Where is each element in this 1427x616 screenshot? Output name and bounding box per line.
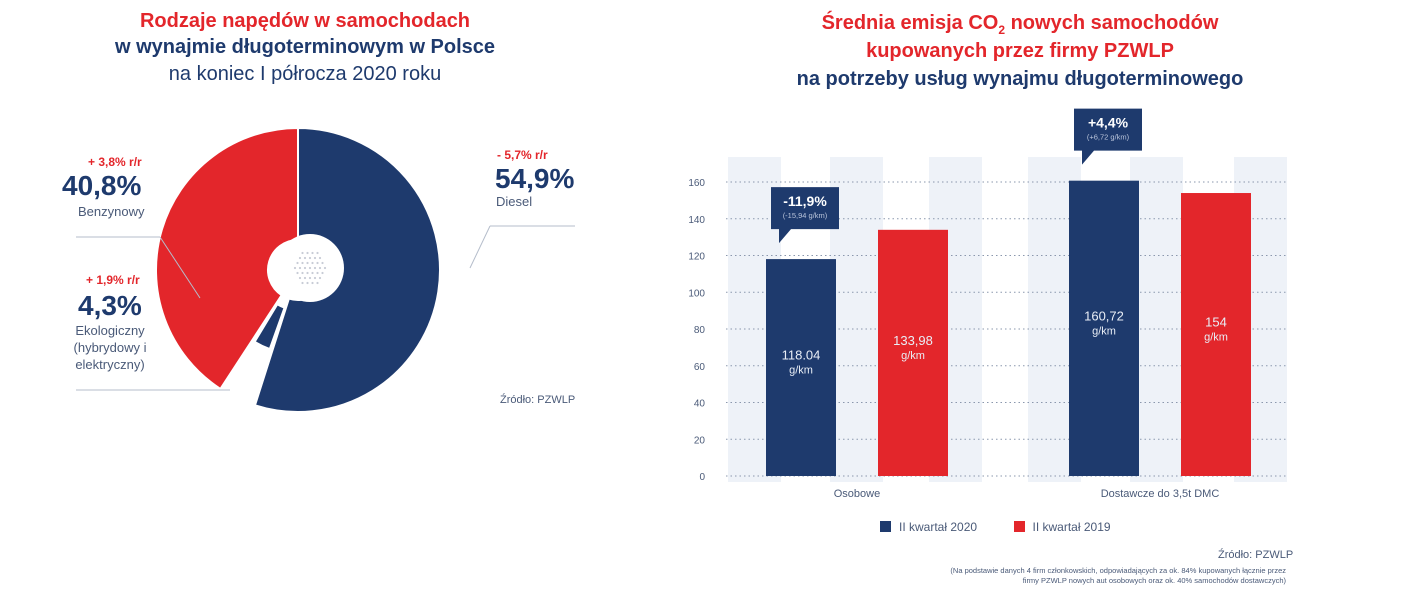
- bar-title-line2-b: PZWLP: [1103, 40, 1174, 62]
- eko-change: + 1,9% r/r: [86, 273, 140, 287]
- bar-title-line1-sub: 2: [998, 23, 1006, 37]
- y-tick-label: 0: [699, 472, 705, 483]
- bar-osobowe-ii-kwarta-2020: [766, 259, 836, 476]
- y-tick-label: 160: [688, 178, 705, 189]
- bar-value-label: 133,98: [893, 333, 933, 348]
- pie-title-line1: Rodzaje napędów w samochodach: [139, 10, 471, 32]
- bar-title-line3: na potrzeby usług wynajmu długoterminowe…: [796, 68, 1244, 90]
- y-tick-label: 80: [694, 325, 706, 336]
- change-callout-percent: -11,9%: [783, 193, 827, 209]
- bar-value-label: 154: [1205, 315, 1227, 330]
- bar-value-label: 118.04: [782, 348, 821, 363]
- leader-diesel: [469, 225, 491, 269]
- pie-chart: [76, 126, 575, 413]
- y-tick-label: 120: [688, 252, 705, 263]
- bar-title-line2-a: kupowanych przez firmy: [866, 40, 1104, 62]
- eko-label-line1: Ekologiczny: [75, 323, 145, 338]
- bar-value-label: 160,72: [1084, 308, 1124, 323]
- bar-dostawcze-do-3-5t-dmc-ii-kwarta-2020: [1069, 180, 1139, 476]
- bar-footnote-line2: firmy PZWLP nowych aut osobowych oraz ok…: [1022, 576, 1286, 585]
- change-callout: [1074, 108, 1142, 165]
- pie-center-pattern: [293, 251, 327, 285]
- change-callout: [771, 187, 839, 244]
- bar-title-line1-a: Średnia emisja CO: [821, 12, 999, 34]
- pie-slice-ekologiczny: [253, 302, 286, 351]
- y-tick-label: 100: [688, 288, 705, 299]
- pie-title-line3: na koniec I półrocza 2020 roku: [168, 63, 442, 85]
- leader-benzynowy-diag: [159, 236, 201, 299]
- bar-title-line2: kupowanych przez firmy PZWLP: [700, 40, 1340, 63]
- bar-dostawcze-do-3-5t-dmc-ii-kwarta-2019: [1181, 193, 1251, 476]
- benzynowy-change: + 3,8% r/r: [88, 155, 142, 169]
- y-tick-label: 60: [694, 362, 706, 373]
- eko-label: Ekologiczny (hybrydowy i elektryczny): [60, 322, 160, 373]
- y-tick-label: 40: [694, 399, 706, 410]
- legend-item-2019: II kwartał 2019: [1013, 518, 1111, 535]
- bar-unit-label: g/km: [1092, 325, 1116, 337]
- legend-swatch-2020: [880, 521, 891, 532]
- change-callout-percent: +4,4%: [1088, 115, 1129, 131]
- legend-label-2020: II kwartał 2020: [899, 520, 978, 534]
- benzynowy-value: 40,8%: [62, 170, 142, 201]
- bar-unit-label: g/km: [789, 365, 813, 377]
- y-tick-label: 140: [688, 215, 705, 226]
- pie-title-line2: w wynajmie długoterminowym w Polsce: [114, 36, 496, 58]
- legend-item-2020: II kwartał 2020: [880, 518, 982, 535]
- bar-title-line1-b: nowych samochodów: [1005, 12, 1219, 34]
- bar-unit-label: g/km: [1204, 332, 1228, 344]
- x-category-label: Dostawcze do 3,5t DMC: [1101, 488, 1220, 500]
- x-category-label: Osobowe: [834, 488, 880, 500]
- benzynowy-label: Benzynowy: [78, 204, 145, 219]
- bar-source: Źródło: PZWLP: [1218, 549, 1294, 561]
- bar-footnote-line1: (Na podstawie danych 4 firm członkowskic…: [950, 566, 1286, 575]
- legend-swatch-2019: [1013, 521, 1025, 532]
- bar-unit-label: g/km: [901, 350, 925, 362]
- diesel-value: 54,9%: [495, 163, 575, 194]
- eko-label-line3: elektryczny): [75, 357, 145, 372]
- change-callout-detail: (+6,72 g/km): [1087, 133, 1130, 142]
- diesel-label: Diesel: [496, 194, 533, 209]
- change-callout-detail: (-15,94 g/km): [783, 211, 828, 220]
- bar-footnote: (Na podstawie danych 4 firm członkowskic…: [840, 566, 1286, 586]
- diesel-change: - 5,7% r/r: [497, 148, 548, 162]
- bar-title-line1: Średnia emisja CO2 nowych samochodów: [700, 12, 1340, 37]
- legend-label-2019: II kwartał 2019: [1032, 520, 1111, 534]
- bar-legend: II kwartał 2020 II kwartał 2019: [880, 518, 1180, 536]
- pie-slice-benzynowy: [155, 126, 299, 391]
- bar-osobowe-ii-kwarta-2019: [878, 229, 948, 476]
- pie-source: Źródło: PZWLP: [500, 394, 576, 406]
- y-tick-label: 20: [694, 435, 706, 446]
- eko-label-line2: (hybrydowy i: [73, 340, 147, 355]
- eko-value: 4,3%: [78, 290, 142, 321]
